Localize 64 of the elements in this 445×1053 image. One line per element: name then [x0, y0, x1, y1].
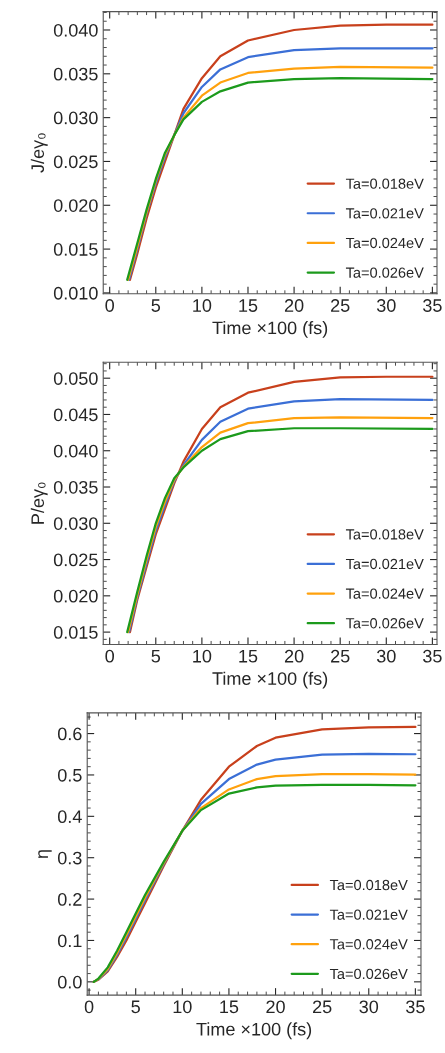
x-tick-label: 10	[173, 1000, 192, 1014]
x-axis-title: Time ×100 (fs)	[212, 321, 328, 338]
y-tick-label: 0.020	[53, 199, 98, 212]
y-tick-label: 0.030	[53, 517, 98, 530]
legend-label: Ta=0.018eV	[345, 178, 424, 189]
x-tick-label: 15	[239, 299, 258, 312]
x-tick-label: 0	[105, 649, 115, 663]
x-tick-label: 20	[284, 649, 304, 663]
y-tick-label: 0.040	[53, 444, 98, 458]
legend-label: Ta=0.026eV	[345, 267, 424, 278]
x-tick-label: 15	[239, 649, 258, 663]
x-tick-label: 0	[105, 299, 115, 312]
y-tick-label: 0.045	[53, 408, 98, 422]
y-axis-title: J/eγ₀	[30, 133, 48, 173]
x-tick-label: 30	[376, 299, 396, 312]
y-tick-label: 0.050	[53, 372, 98, 385]
legend-label: Ta=0.024eV	[345, 588, 424, 599]
y-tick-label: 0.1	[57, 934, 82, 948]
y-tick-label: 0.4	[57, 810, 82, 824]
y-tick-label: 0.015	[53, 626, 98, 639]
x-tick-label: 35	[406, 1000, 425, 1014]
y-tick-label: 0.3	[57, 851, 82, 865]
y-tick-label: 0.025	[53, 155, 98, 169]
x-tick-label: 35	[423, 649, 442, 663]
x-tick-label: 20	[266, 1000, 285, 1014]
y-axis-title: η	[38, 850, 52, 859]
x-tick-label: 30	[376, 649, 396, 663]
legend-label: Ta=0.026eV	[329, 968, 408, 980]
x-tick-label: 10	[193, 649, 212, 663]
y-tick-label: 0.025	[53, 553, 98, 567]
y-tick-label: 0.035	[53, 480, 98, 494]
x-tick-label: 25	[331, 649, 350, 663]
y-tick-label: 0.5	[57, 768, 82, 782]
legend-label: Ta=0.026eV	[345, 618, 424, 629]
y-tick-label: 0.030	[53, 111, 98, 125]
y-tick-label: 0.040	[53, 23, 98, 37]
y-tick-label: 0.010	[53, 286, 98, 300]
x-tick-label: 5	[151, 299, 161, 312]
y-tick-label: 0.0	[57, 975, 82, 989]
x-axis-title: Time ×100 (fs)	[196, 1022, 312, 1040]
x-axis-title: Time ×100 (fs)	[212, 671, 328, 689]
x-tick-label: 15	[220, 1000, 239, 1014]
y-tick-label: 0.020	[53, 589, 98, 603]
y-axis-title: P/eγ₀	[30, 482, 48, 524]
y-tick-label: 0.6	[57, 727, 82, 741]
x-tick-label: 30	[359, 1000, 379, 1014]
x-tick-label: 5	[151, 649, 161, 663]
y-tick-label: 0.2	[57, 893, 82, 906]
legend-label: Ta=0.018eV	[345, 529, 424, 540]
legend-label: Ta=0.021eV	[329, 909, 408, 920]
legend-label: Ta=0.021eV	[345, 208, 424, 219]
legend-label: Ta=0.018eV	[329, 879, 408, 891]
x-tick-label: 35	[423, 299, 442, 312]
x-tick-label: 0	[84, 1000, 94, 1014]
x-tick-label: 5	[131, 1000, 140, 1014]
legend-label: Ta=0.021eV	[345, 558, 424, 570]
legend-label: Ta=0.024eV	[345, 237, 424, 249]
y-tick-label: 0.015	[53, 243, 98, 256]
x-tick-label: 10	[193, 299, 212, 312]
y-tick-label: 0.035	[53, 67, 98, 81]
legend-label: Ta=0.024eV	[329, 939, 408, 950]
x-tick-label: 25	[331, 299, 350, 312]
x-tick-label: 20	[284, 299, 304, 312]
x-tick-label: 25	[313, 1000, 332, 1014]
